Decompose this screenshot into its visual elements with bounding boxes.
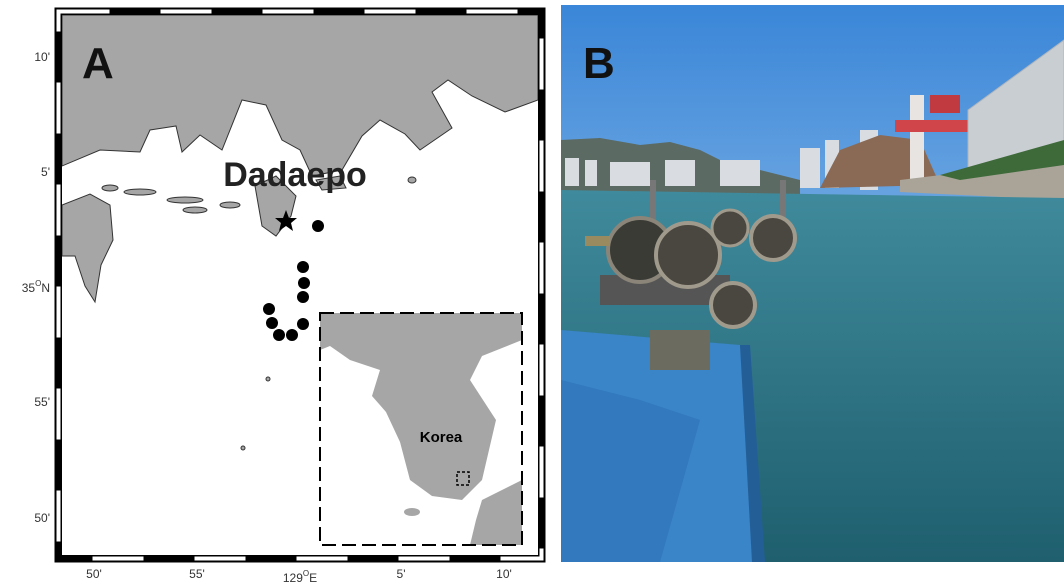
lat-label: 5' [41, 165, 50, 179]
crane-leg [910, 95, 924, 185]
lon-label: 5' [397, 567, 406, 581]
photo-panel: B [561, 5, 1064, 562]
lon-label: 55' [189, 567, 205, 581]
crane-top [930, 95, 960, 113]
lon-label: 50' [86, 567, 102, 581]
crane-beam [895, 120, 975, 132]
lon-label: 129OE [283, 569, 317, 585]
map-panel: Korea Dadaepo A 10' 5' 35ON 55' 50' 50' … [22, 8, 545, 585]
lat-label: 10' [34, 50, 50, 64]
lat-label: 35ON [22, 279, 50, 295]
lat-label: 50' [34, 511, 50, 525]
panel-label: B [583, 39, 615, 88]
lon-label: 10' [496, 567, 512, 581]
inset-label: Korea [420, 429, 463, 446]
lat-label: 55' [34, 395, 50, 409]
figure: Korea Dadaepo A 10' 5' 35ON 55' 50' 50' … [0, 0, 1064, 586]
place-label: Dadaepo [223, 156, 367, 194]
panel-label: A [82, 39, 114, 88]
